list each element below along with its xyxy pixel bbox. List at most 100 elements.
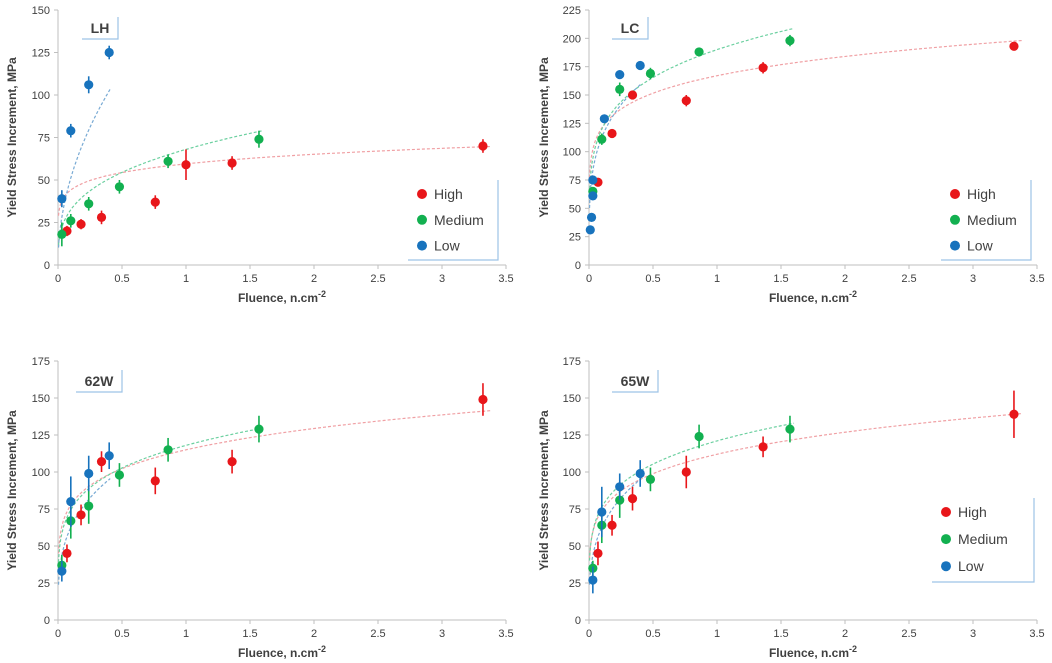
data-point-high xyxy=(627,90,638,100)
x-tick-label: 3 xyxy=(970,273,976,285)
y-tick-label: 100 xyxy=(32,467,50,479)
data-point-low xyxy=(66,126,76,136)
data-point-high xyxy=(1009,41,1019,51)
y-tick-label: 50 xyxy=(569,203,581,215)
data-point-high xyxy=(62,548,72,559)
legend-marker-low xyxy=(417,240,427,251)
chart-panel-65w: 0 0.5 1 1.5 2 2.5 3 3.5 0 25 50 75 100 125 150 175 Fluen… xyxy=(537,356,1045,660)
y-tick-label: 125 xyxy=(32,48,50,60)
x-axis-label-superscript: -2 xyxy=(849,644,857,654)
data-point-medium xyxy=(615,84,625,94)
fit-curve-high xyxy=(588,39,1023,178)
legend-label-medium: Medium xyxy=(967,212,1017,228)
y-tick-label: 75 xyxy=(569,504,581,516)
x-tick-label: 0 xyxy=(586,628,592,640)
y-tick-label: 175 xyxy=(563,356,581,368)
y-axis-label: Yield Stress Increment, MPa xyxy=(537,57,551,218)
x-tick-label: 1 xyxy=(183,273,189,285)
data-point-medium xyxy=(254,424,264,434)
y-tick-label: 100 xyxy=(563,147,581,159)
panel-tag: LH xyxy=(91,20,110,36)
x-tick-label: 2.5 xyxy=(901,273,916,285)
y-tick-label: 75 xyxy=(38,504,50,516)
x-tick-label: 0 xyxy=(55,273,61,285)
data-point-medium xyxy=(694,47,704,57)
panel-tag-frame xyxy=(82,17,119,40)
x-tick-label: 3 xyxy=(439,628,445,640)
y-tick-label: 150 xyxy=(563,393,581,405)
data-point-high xyxy=(681,467,691,477)
data-point-low xyxy=(66,497,76,507)
y-axis-label: Yield Stress Increment, MPa xyxy=(537,410,551,571)
y-tick-label: 175 xyxy=(32,356,50,368)
fit-curve-medium xyxy=(588,27,795,194)
data-point-low xyxy=(104,451,114,461)
legend-label-low: Low xyxy=(958,558,985,574)
legend-marker-high xyxy=(417,189,427,199)
x-tick-label: 0 xyxy=(586,273,592,285)
x-tick-label: 1.5 xyxy=(773,273,788,285)
data-point-medium xyxy=(163,445,173,455)
data-point-medium xyxy=(57,229,67,239)
y-tick-label: 25 xyxy=(569,232,581,244)
chart-panel-lc: 0 0.5 1 1.5 2 2.5 3 3.5 0 25 50 75 100 125 150 175 200 22… xyxy=(537,5,1045,305)
data-point-low xyxy=(615,70,625,80)
x-tick-label: 1.5 xyxy=(242,628,257,640)
y-axis-label: Yield Stress Increment, MPa xyxy=(5,410,19,571)
y-tick-label: 100 xyxy=(32,90,50,102)
y-tick-label: 225 xyxy=(563,5,581,17)
y-tick-label: 25 xyxy=(38,578,50,590)
x-tick-label: 3.5 xyxy=(1029,628,1044,640)
legend-marker-medium xyxy=(417,214,427,225)
y-tick-label: 25 xyxy=(38,218,50,230)
legend-marker-low xyxy=(950,240,960,251)
fit-curve-high xyxy=(57,410,492,554)
y-tick-label: 125 xyxy=(32,430,50,442)
x-axis-label: Fluence, n.cm-2 xyxy=(769,289,857,305)
y-tick-label: 200 xyxy=(563,33,581,45)
data-point-low xyxy=(57,566,67,576)
data-point-high xyxy=(593,548,603,559)
x-axis-label-superscript: -2 xyxy=(318,289,326,299)
data-point-high xyxy=(96,212,107,222)
x-tick-label: 3.5 xyxy=(1029,273,1044,285)
data-point-high xyxy=(227,457,237,467)
x-tick-label: 0 xyxy=(55,628,61,640)
data-point-low xyxy=(84,80,94,90)
data-point-high xyxy=(758,442,768,452)
legend-label-low: Low xyxy=(967,238,994,254)
data-point-low xyxy=(588,175,598,185)
x-tick-label: 2.5 xyxy=(370,628,385,640)
y-tick-label: 0 xyxy=(44,260,50,272)
y-tick-label: 150 xyxy=(32,5,50,17)
data-point-medium xyxy=(84,501,94,511)
x-axis-label: Fluence, n.cm-2 xyxy=(238,644,326,660)
y-tick-label: 0 xyxy=(575,260,581,272)
data-point-high xyxy=(758,63,768,73)
x-tick-label: 1 xyxy=(183,628,189,640)
data-point-low xyxy=(635,60,645,71)
data-point-high xyxy=(76,219,86,229)
x-tick-label: 3.5 xyxy=(498,273,513,285)
y-tick-label: 100 xyxy=(563,467,581,479)
legend-marker-medium xyxy=(950,214,960,225)
data-point-high xyxy=(181,160,191,170)
x-tick-label: 3.5 xyxy=(498,628,513,640)
x-axis-label: Fluence, n.cm-2 xyxy=(238,289,326,305)
data-point-low xyxy=(597,507,607,517)
panel-tag: 65W xyxy=(621,373,651,389)
data-point-high xyxy=(150,476,160,486)
y-axis-label: Yield Stress Increment, MPa xyxy=(5,57,19,218)
x-axis-label-superscript: -2 xyxy=(318,644,326,654)
x-tick-label: 2.5 xyxy=(370,273,385,285)
x-tick-label: 2 xyxy=(842,273,848,285)
data-point-high xyxy=(681,96,691,106)
x-tick-label: 1 xyxy=(714,273,720,285)
x-axis-label-superscript: -2 xyxy=(849,289,857,299)
data-point-high xyxy=(627,494,638,504)
fit-curve-medium xyxy=(57,130,264,246)
panel-tag-frame xyxy=(612,370,659,393)
data-point-medium xyxy=(785,36,795,46)
data-point-high xyxy=(607,520,617,530)
legend-label-medium: Medium xyxy=(958,531,1008,547)
